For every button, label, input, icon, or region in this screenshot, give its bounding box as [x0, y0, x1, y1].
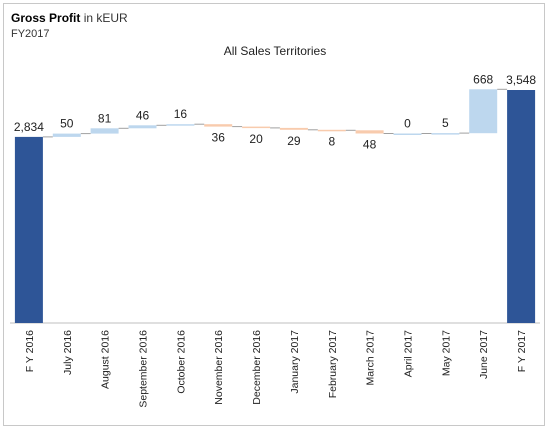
title-text: Gross Profit	[11, 11, 81, 25]
value-label: 8	[328, 134, 335, 148]
x-tick-label: December 2016	[251, 330, 263, 405]
value-label: 50	[60, 117, 74, 131]
bar-2	[52, 133, 81, 137]
bar-13	[469, 89, 498, 134]
x-tick-label: June 2017	[478, 330, 490, 379]
x-tick-label: April 2017	[403, 330, 415, 377]
value-label: 3,548	[506, 73, 536, 87]
bar-5	[166, 124, 195, 126]
bar-1	[14, 136, 43, 323]
x-tick-label: F Y 2016	[24, 330, 36, 372]
x-tick-label: September 2016	[138, 330, 150, 408]
x-tick-label: October 2016	[175, 330, 187, 394]
bar-3	[90, 128, 119, 134]
value-label: 81	[98, 111, 112, 125]
value-label: 46	[136, 108, 150, 122]
x-tick-label: November 2016	[213, 330, 225, 405]
x-tick-label: F Y 2017	[516, 330, 528, 372]
x-tick-label: January 2017	[289, 330, 301, 394]
connectors-layer	[42, 88, 508, 138]
bar-8	[279, 127, 308, 130]
x-tick-label: February 2017	[327, 330, 339, 398]
bar-10	[355, 130, 384, 134]
value-label: 29	[287, 134, 301, 148]
value-labels-layer: 2,834 50 81 46 16 36 20 29 8 48 0 5 668 3,548	[14, 72, 537, 151]
chart-card	[3, 3, 545, 426]
value-label: 16	[174, 107, 188, 121]
x-tick-labels-layer: F Y 2016 July 2016 August 2016 September 20…	[24, 330, 528, 408]
x-tick-label: March 2017	[365, 330, 377, 386]
x-tick-label: August 2016	[100, 330, 112, 389]
value-label: 5	[442, 116, 449, 130]
value-label: 20	[249, 132, 263, 146]
value-label: 2,834	[14, 120, 44, 134]
unit-text: in kEUR	[83, 11, 128, 25]
value-label: 0	[404, 117, 411, 131]
page-title: Gross Profit in kEUR	[11, 11, 128, 25]
value-label: 36	[212, 131, 226, 145]
value-label: 668	[473, 72, 493, 86]
page-subtitle: FY2017	[11, 28, 50, 40]
bar-11	[393, 133, 422, 135]
bar-4	[128, 125, 157, 129]
chart-title: All Sales Territories	[224, 44, 326, 58]
bar-14	[507, 90, 536, 323]
bar-7	[242, 126, 271, 129]
x-tick-label: July 2016	[62, 330, 74, 375]
x-tick-label: May 2017	[440, 330, 452, 376]
value-label: 48	[363, 138, 377, 152]
bars-layer	[14, 89, 536, 323]
bar-9	[317, 129, 346, 132]
bar-12	[431, 133, 460, 135]
bar-6	[204, 124, 233, 127]
